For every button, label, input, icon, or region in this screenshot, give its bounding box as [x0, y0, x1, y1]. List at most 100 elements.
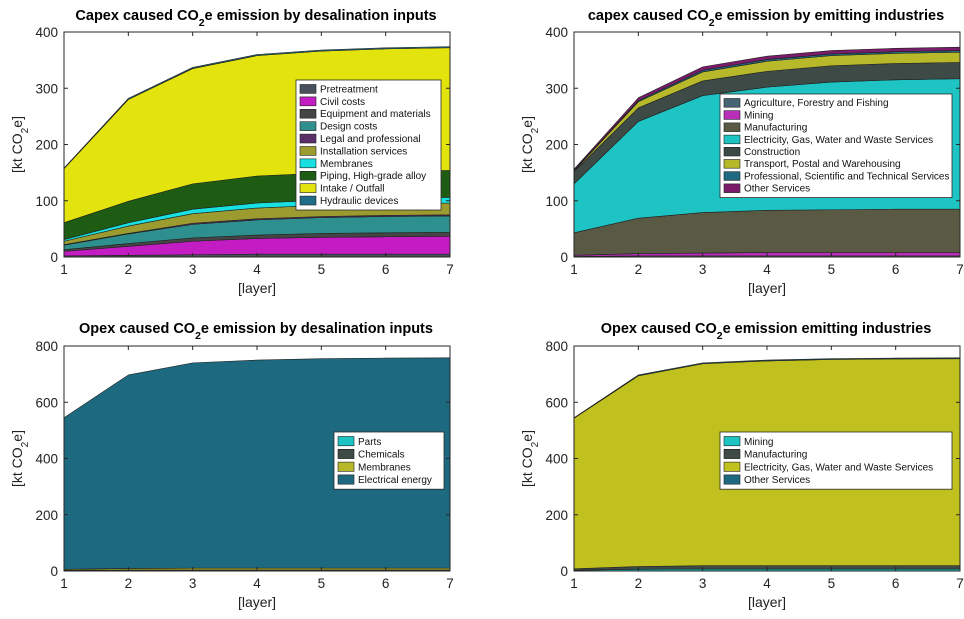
legend-label: Professional, Scientific and Technical S…: [744, 171, 949, 182]
legend-label: Other Services: [744, 184, 810, 195]
x-tick-label: 2: [635, 576, 643, 591]
legend-swatch-pretreatment: [299, 84, 317, 94]
x-tick-label: 3: [699, 262, 707, 277]
y-tick-label: 200: [545, 138, 568, 153]
x-tick-label: 2: [125, 262, 133, 277]
legend-label: Membranes: [358, 462, 411, 473]
legend-label: Chemicals: [358, 450, 405, 461]
x-tick-label: 6: [892, 262, 900, 277]
x-tick-label: 6: [382, 262, 390, 277]
legend-swatch-agriculture-forestry-and-fishing: [723, 98, 741, 108]
legend-label: Other Services: [744, 475, 810, 486]
legend-label: Manufacturing: [744, 123, 807, 134]
y-axis-label: [kt CO2e]: [519, 430, 541, 487]
x-tick-label: 4: [763, 262, 771, 277]
legend-label: Legal and professional: [320, 134, 421, 145]
y-tick-label: 300: [545, 81, 568, 96]
x-tick-label: 1: [60, 576, 68, 591]
legend-swatch-legal-and-professional: [299, 133, 317, 144]
legend-swatch-civil-costs: [299, 96, 317, 107]
legend-label: Equipment and materials: [320, 109, 431, 120]
y-axis-label: [kt CO2e]: [9, 430, 31, 487]
y-tick-label: 400: [35, 452, 58, 467]
x-axis-label: [layer]: [238, 280, 276, 296]
legend-swatch-membranes: [337, 461, 355, 472]
chart-opex-by-desalination-inputs: 1 2 3 4 5 6 7 0 200 400 600 800 Opex caused CO2e emi…: [9, 321, 454, 610]
y-axis-label: [kt CO2e]: [519, 116, 541, 173]
legend-label: Civil costs: [320, 97, 365, 108]
legend-box: [295, 79, 442, 211]
legend-label: Agriculture, Forestry and Fishing: [744, 98, 889, 109]
y-tick-label: 200: [545, 508, 568, 523]
chart-opex-by-emitting-industries: 1 2 3 4 5 6 7 0 200 400 600 800 Opex caused CO2e emi…: [519, 321, 964, 610]
legend-swatch-transport-postal-and-warehousing: [723, 159, 741, 169]
legend-box: [719, 93, 953, 198]
legend-swatch-electricity-gas-water-and-waste-services: [723, 134, 741, 145]
legend-label: Installation services: [320, 146, 407, 157]
legend-swatch-design-costs: [299, 121, 317, 131]
legend-box: [719, 431, 953, 490]
legend-label: Piping, High-grade alloy: [320, 171, 426, 182]
y-tick-label: 800: [545, 339, 568, 354]
y-tick-label: 0: [50, 564, 58, 579]
legend-swatch-mining: [723, 110, 741, 120]
x-tick-label: 1: [570, 576, 578, 591]
chart-title: Opex caused CO2e emission emitting indus…: [601, 321, 932, 342]
x-tick-label: 6: [382, 576, 390, 591]
legend-swatch-membranes: [299, 158, 317, 169]
legend-swatch-equipment-and-materials: [299, 109, 317, 119]
y-tick-label: 800: [35, 339, 58, 354]
legend-label: Electrical energy: [358, 475, 432, 486]
y-tick-label: 400: [35, 25, 58, 40]
legend-label: Construction: [744, 147, 800, 158]
x-tick-label: 7: [956, 576, 964, 591]
legend-swatch-construction: [723, 147, 741, 157]
x-tick-label: 2: [125, 576, 133, 591]
y-tick-label: 400: [545, 25, 568, 40]
legend-label: Hydraulic devices: [320, 196, 398, 207]
x-tick-label: 5: [828, 576, 836, 591]
legend-swatch-chemicals: [337, 448, 355, 459]
chart-capex-by-desalination-inputs: 1 2 3 4 5 6 7 0 100 200 300 400 Capex caused CO2e em…: [9, 8, 454, 296]
legend-swatch-manufacturing: [723, 448, 741, 459]
legend-label: Membranes: [320, 159, 373, 170]
x-tick-label: 7: [446, 576, 454, 591]
legend-label: Design costs: [320, 122, 377, 133]
legend-label: Electricity, Gas, Water and Waste Servic…: [744, 135, 933, 146]
legend-swatch-mining: [723, 436, 741, 447]
chart-title: Capex caused CO2e emission by desalinati…: [75, 8, 436, 29]
legend-label: Mining: [744, 437, 773, 448]
legend-label: Intake / Outfall: [320, 184, 384, 195]
y-tick-label: 200: [35, 138, 58, 153]
y-tick-label: 0: [560, 250, 568, 265]
y-tick-label: 300: [35, 81, 58, 96]
chart-capex-by-emitting-industries: 1 2 3 4 5 6 7 0 100 200 300 400 capex caused CO2e em…: [519, 8, 964, 296]
legend-swatch-installation-services: [299, 146, 317, 156]
y-tick-label: 600: [35, 395, 58, 410]
legend-label: Pretreatment: [320, 84, 378, 95]
x-axis-label: [layer]: [238, 594, 276, 610]
legend-label: Electricity, Gas, Water and Waste Servic…: [744, 462, 933, 473]
legend-swatch-other-services: [723, 474, 741, 485]
chart-title: capex caused CO2e emission by emitting i…: [588, 8, 944, 29]
legend-label: Mining: [744, 110, 773, 121]
x-axis-label: [layer]: [748, 280, 786, 296]
legend-label: Transport, Postal and Warehousing: [744, 159, 901, 170]
legend-swatch-professional-scientific-and-technical-services: [723, 171, 741, 181]
x-tick-label: 4: [253, 576, 261, 591]
x-tick-label: 1: [60, 262, 68, 277]
y-tick-label: 0: [560, 564, 568, 579]
chart-title: Opex caused CO2e emission by desalinatio…: [79, 321, 433, 342]
legend-swatch-piping-high-grade-alloy: [299, 171, 317, 181]
y-tick-label: 200: [35, 508, 58, 523]
x-tick-label: 7: [956, 262, 964, 277]
legend-label: Parts: [358, 437, 381, 448]
x-axis-label: [layer]: [748, 594, 786, 610]
legend-swatch-electrical-energy: [337, 474, 355, 485]
y-tick-label: 100: [545, 194, 568, 209]
x-tick-label: 5: [318, 576, 326, 591]
